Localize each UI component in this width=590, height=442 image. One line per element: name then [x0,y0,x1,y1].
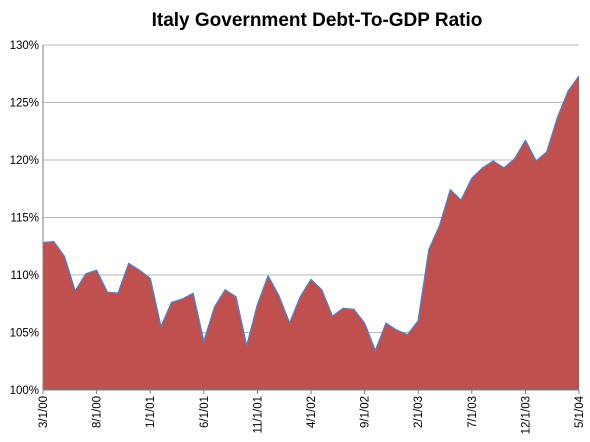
x-tick-label: 3/1/00 [38,396,50,428]
axes [42,45,580,394]
y-tick-label: 130% [10,40,39,52]
x-tick-label: 7/1/03 [467,396,479,428]
x-tick-label: 5/1/04 [574,395,586,428]
x-tick-label: 4/1/02 [306,396,318,428]
y-tick-label: 125% [10,98,39,110]
series-line [42,75,580,352]
x-tick-label: 8/1/00 [92,396,104,428]
x-tick-label: 6/1/01 [199,396,211,428]
y-tick-label: 105% [10,328,39,340]
area-fill [43,76,579,391]
y-tick-label: 120% [10,155,39,167]
x-axis-tick-labels: 3/1/00 8/1/00 1/1/01 6/1/01 11/1/01 4/1/02 9/1… [38,395,586,434]
y-axis-tick-labels: 100% 105% 110% 115% 120% 125% 130% [10,40,39,397]
y-tick-label: 110% [10,270,39,282]
x-tick-label: 12/1/03 [520,396,532,434]
y-tick-label: 100% [10,385,39,397]
x-tick-label: 11/1/01 [252,396,264,434]
y-tick-label: 115% [10,213,39,225]
area-series [42,75,580,391]
x-tick-label: 1/1/01 [145,396,157,428]
x-tick-label: 9/1/02 [360,396,372,428]
x-tick-label: 2/1/03 [413,396,425,428]
chart-title: Italy Government Debt-To-GDP Ratio [152,10,483,31]
